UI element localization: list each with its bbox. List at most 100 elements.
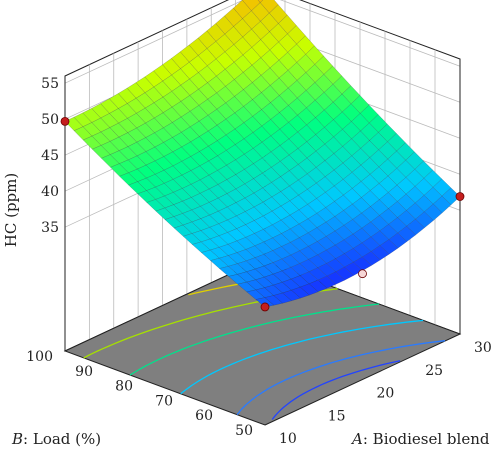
surface-patch xyxy=(119,172,138,186)
surface-patch xyxy=(100,154,120,168)
surface-patch xyxy=(237,281,257,293)
surface-patch xyxy=(145,174,165,188)
surface-patch xyxy=(352,227,372,244)
surface-patch xyxy=(343,248,363,263)
design-point xyxy=(60,116,70,126)
surface-patch xyxy=(236,249,256,262)
surface-patch xyxy=(191,241,211,253)
b-tick-label: 80 xyxy=(115,379,133,395)
surface-patch xyxy=(216,118,236,136)
surface-patch xyxy=(257,0,264,3)
surface-patch xyxy=(190,136,209,152)
b-tick-label: 50 xyxy=(235,423,253,439)
b-tick-label: 70 xyxy=(155,393,173,409)
surface-patch xyxy=(172,131,191,148)
surface-patch xyxy=(252,92,271,110)
a-tick-label: 30 xyxy=(474,340,492,356)
b-axis-label: : Load (%) xyxy=(23,430,101,448)
b-axis-title: B: Load (%) xyxy=(11,430,101,448)
a-axis-title: A: Biodiesel blend xyxy=(350,430,490,448)
surface-patch xyxy=(136,107,155,124)
surface-patch xyxy=(290,237,309,252)
a-tick-label: 10 xyxy=(279,431,297,447)
surface-patch xyxy=(209,223,229,237)
surface-patch xyxy=(242,47,262,66)
surface-patch xyxy=(243,82,262,100)
z-axis-title: HC (ppm) xyxy=(2,173,20,247)
surface-patch xyxy=(118,117,138,134)
surface-patch xyxy=(145,146,165,162)
surface-patch xyxy=(91,131,111,146)
surface-patch xyxy=(145,132,165,148)
surface-patch xyxy=(432,195,452,214)
surface-patch xyxy=(225,96,244,114)
surface-patch xyxy=(326,258,345,273)
surface-patch xyxy=(244,206,264,221)
surface-patch xyxy=(244,192,264,208)
z-tick-label: 35 xyxy=(41,220,59,236)
contour-line xyxy=(180,319,424,395)
a-tick-label: 15 xyxy=(328,408,346,424)
surface-patch xyxy=(281,278,301,291)
surface-patch xyxy=(290,250,310,264)
surface-patch xyxy=(254,276,274,288)
surface-patch xyxy=(173,200,193,214)
surface-patch xyxy=(242,28,262,48)
surface-patch xyxy=(109,150,129,164)
surface-patch xyxy=(198,98,218,116)
surface-patch xyxy=(236,260,256,273)
surface-patch xyxy=(235,211,255,226)
surface-patch xyxy=(180,78,199,96)
surface-patch xyxy=(199,188,219,203)
surface-patch xyxy=(242,10,261,30)
surface-patch xyxy=(209,210,228,225)
a-tick-label: 25 xyxy=(425,363,443,379)
surface-patch xyxy=(209,257,229,269)
surface-patch xyxy=(197,48,217,67)
surface-patch xyxy=(208,197,228,212)
b-axis-letter: B xyxy=(11,430,23,448)
surface-patch xyxy=(342,171,362,189)
surface-patch xyxy=(352,256,372,271)
surface-patch xyxy=(227,240,247,253)
surface-patch xyxy=(252,141,272,159)
surface-patch xyxy=(236,271,257,283)
surface-patch xyxy=(335,253,354,268)
surface-patch xyxy=(128,181,148,195)
hc-surface xyxy=(64,0,461,308)
contour-line xyxy=(129,303,379,376)
surface-patch xyxy=(172,188,192,202)
design-points xyxy=(60,116,465,312)
surface-patch xyxy=(308,279,328,293)
z-tick-label: 55 xyxy=(41,76,59,92)
z-tick-label: 45 xyxy=(41,148,59,164)
surface-patch xyxy=(253,215,273,230)
b-tick-label: 60 xyxy=(195,408,213,424)
surface-patch xyxy=(325,185,344,202)
z-tick-label: 40 xyxy=(41,184,59,200)
design-point xyxy=(455,192,465,201)
z-tick-label: 50 xyxy=(41,112,59,128)
surface-patch xyxy=(369,183,389,201)
surface-patch xyxy=(251,57,271,76)
design-point xyxy=(358,269,367,279)
surface-patch xyxy=(290,263,310,276)
surface-patch xyxy=(164,216,184,229)
surface-patch xyxy=(208,140,227,157)
design-point xyxy=(260,302,270,312)
grid-line xyxy=(64,0,461,84)
surface-patch xyxy=(370,199,389,216)
surface-patch xyxy=(246,289,266,300)
surface-patch xyxy=(255,297,275,308)
surface-patch xyxy=(335,266,355,281)
surface-patch xyxy=(217,193,237,208)
surface-patch xyxy=(290,275,310,288)
surface-patch xyxy=(270,112,289,130)
surface-patch xyxy=(236,237,256,250)
contour-line xyxy=(236,340,446,416)
surface-patch xyxy=(218,232,238,245)
surface-patch xyxy=(332,75,352,95)
b-tick-label: 100 xyxy=(26,349,53,365)
a-axis-letter: A xyxy=(350,430,363,448)
